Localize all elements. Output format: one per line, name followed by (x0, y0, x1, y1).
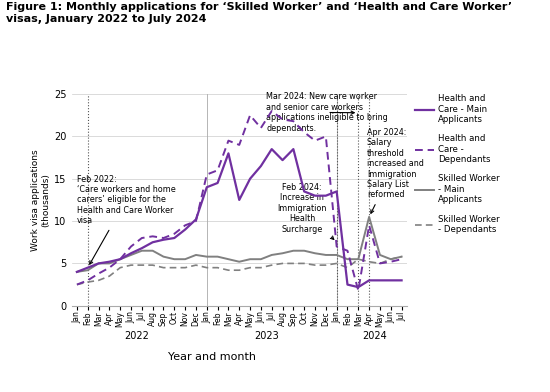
Text: Mar 2024: New care worker
and senior care workers
applications ineligible to bri: Mar 2024: New care worker and senior car… (266, 93, 388, 132)
Text: Feb 2024:
Increase in
Immigration
Health
Surcharge: Feb 2024: Increase in Immigration Health… (277, 183, 334, 240)
Legend: Health and
Care - Main
Applicants, Health and
Care -
Dependants, Skilled Worker
: Health and Care - Main Applicants, Healt… (415, 94, 499, 234)
Y-axis label: Work visa applications
(thousands): Work visa applications (thousands) (31, 149, 50, 251)
Text: 2022: 2022 (124, 331, 149, 341)
Text: 2023: 2023 (254, 331, 279, 341)
Text: 2024: 2024 (362, 331, 387, 341)
Text: Feb 2022:
‘Care workers and home
carers’ eligible for the
Health and Care Worker: Feb 2022: ‘Care workers and home carers’… (77, 174, 175, 264)
Text: Figure 1: Monthly applications for ‘Skilled Worker’ and ‘Health and Care Worker’: Figure 1: Monthly applications for ‘Skil… (6, 2, 512, 24)
Text: Year and month: Year and month (168, 352, 256, 362)
Text: Apr 2024:
Salary
threshold
increased and
Immigration
Salary List
reformed: Apr 2024: Salary threshold increased and… (367, 128, 424, 213)
